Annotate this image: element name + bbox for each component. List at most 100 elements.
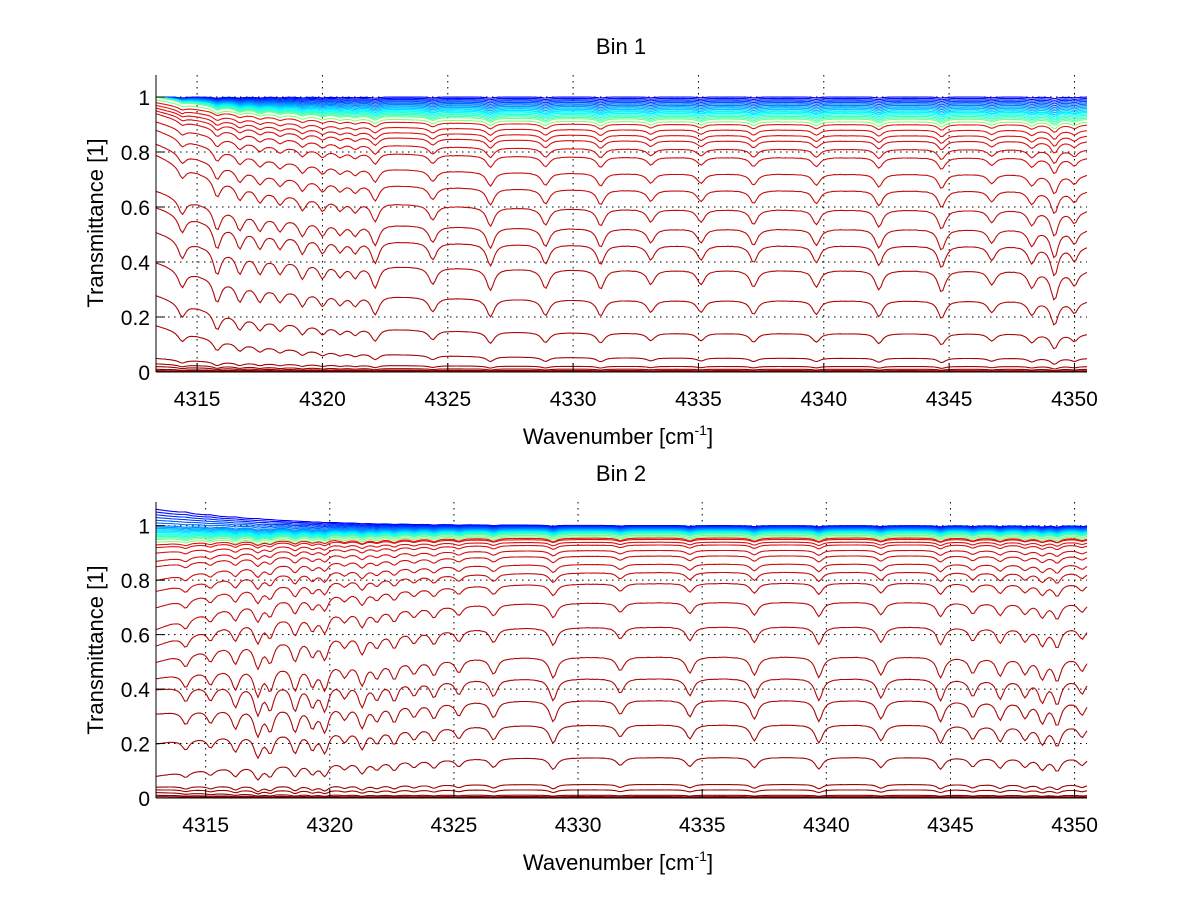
series-line-25 [155,563,1088,593]
series-line-5 [155,96,1088,107]
y-tick-label: 0.4 [121,679,151,702]
y-tick-labels: 0 0.2 0.4 0.6 0.8 1 [121,87,151,385]
series-line-26 [155,571,1088,609]
series-line-20 [155,538,1088,549]
series-line-21 [155,107,1088,147]
series-line-11 [156,530,1088,536]
series-line-12 [155,96,1088,117]
y-tick-label: 0.6 [121,197,150,220]
series-line-3 [155,96,1088,103]
series-line-9 [156,527,1088,534]
series-line-6 [155,96,1088,108]
axes [155,502,1087,799]
y-tick-label: 0 [138,362,150,385]
series-line-31 [155,262,1088,326]
x-axis-label-close: ] [707,424,713,449]
x-tick-label: 4315 [174,388,221,411]
series-line-2 [155,511,1088,529]
series-line-21 [155,541,1088,555]
y-tick-label: 0.4 [121,252,151,275]
series-line-28 [155,190,1088,259]
series-line-6 [155,522,1088,531]
series-line-23 [155,113,1088,165]
y-tick-label: 0.2 [121,734,150,757]
series-line-30 [155,232,1088,301]
x-tick-label: 4335 [675,388,722,411]
x-tick-label: 4340 [803,814,850,837]
series-line-28 [155,602,1088,648]
series-line-4 [155,96,1088,105]
series-line-32 [156,700,1088,739]
series-line-29 [155,626,1088,671]
y-axis-label: Transmittance [1] [83,138,108,307]
x-tick-label: 4335 [679,814,726,837]
series-line-14 [155,96,1088,121]
chart-title: Bin 2 [596,461,646,486]
y-tick-label: 0.8 [121,570,150,593]
x-axis-label-superscript: -1 [695,422,708,438]
series-line-31 [155,678,1088,718]
series-line-38 [156,794,1088,798]
series-line-27 [155,154,1088,237]
y-tick-labels: 0 0.2 0.4 0.6 0.8 1 [121,516,151,811]
series-line-10 [155,529,1088,535]
series-line-35 [156,783,1088,793]
x-tick-label: 4350 [1051,388,1098,411]
chart-title: Bin 1 [596,34,646,59]
x-axis-label: Wavenumber [cm-1] [523,848,713,875]
series-line-2 [155,96,1088,101]
series-line-33 [155,325,1088,365]
series-line-26 [155,143,1088,215]
y-tick-label: 0.2 [121,307,150,330]
series-line-36 [156,789,1088,795]
x-tick-label: 4345 [926,388,973,411]
x-axis-label-superscript: -1 [695,848,708,864]
x-tick-label: 4330 [555,814,602,837]
x-axis-label-text: Wavenumber [cm [523,850,695,875]
y-axis-label: Transmittance [1] [83,565,108,734]
series-line-34 [155,357,1088,370]
x-axis-label-text: Wavenumber [cm [523,424,695,449]
series-line-10 [155,96,1088,116]
y-tick-label: 0.8 [121,142,150,165]
series-line-20 [155,104,1088,140]
series-line-7 [155,525,1088,532]
series-line-15 [155,96,1088,123]
x-tick-label: 4320 [306,814,353,837]
series-line-22 [155,110,1088,154]
x-tick-label: 4325 [431,814,478,837]
series-line-37 [155,792,1088,797]
series-line-35 [155,363,1088,372]
series-line-14 [156,532,1088,539]
series-line-19 [155,102,1088,133]
x-tick-labels: 4315 4320 4325 4330 4335 4340 4345 4350 [182,814,1098,837]
series-line-18 [155,99,1088,130]
y-tick-label: 1 [138,516,150,539]
series-line-1 [155,508,1088,528]
series-line-7 [155,96,1088,110]
series-line-24 [155,121,1088,175]
series-line-1 [155,96,1088,100]
series-line-17 [155,96,1088,126]
x-axis-label-close: ] [707,850,713,875]
series-line-25 [155,129,1088,195]
x-tick-label: 4315 [182,814,229,837]
x-tick-labels: 4315 4320 4325 4330 4335 4340 4345 4350 [174,388,1098,411]
series-line-24 [155,555,1088,582]
series-line-27 [155,582,1088,631]
y-tick-label: 1 [138,87,150,110]
subplot-bin-2: Bin 2 4315 4320 4325 4330 4335 4340 4345 4350 0… [83,461,1098,875]
series-line-30 [155,656,1088,699]
y-tick-label: 0.6 [121,625,150,648]
series-line-19 [156,537,1088,547]
x-tick-label: 4325 [424,388,471,411]
series-line-3 [155,514,1088,529]
axes [155,75,1087,373]
x-tick-label: 4340 [800,388,847,411]
series-line-18 [156,536,1088,546]
x-axis-label: Wavenumber [cm-1] [523,422,713,449]
x-tick-label: 4345 [927,814,974,837]
series-line-29 [155,207,1088,277]
